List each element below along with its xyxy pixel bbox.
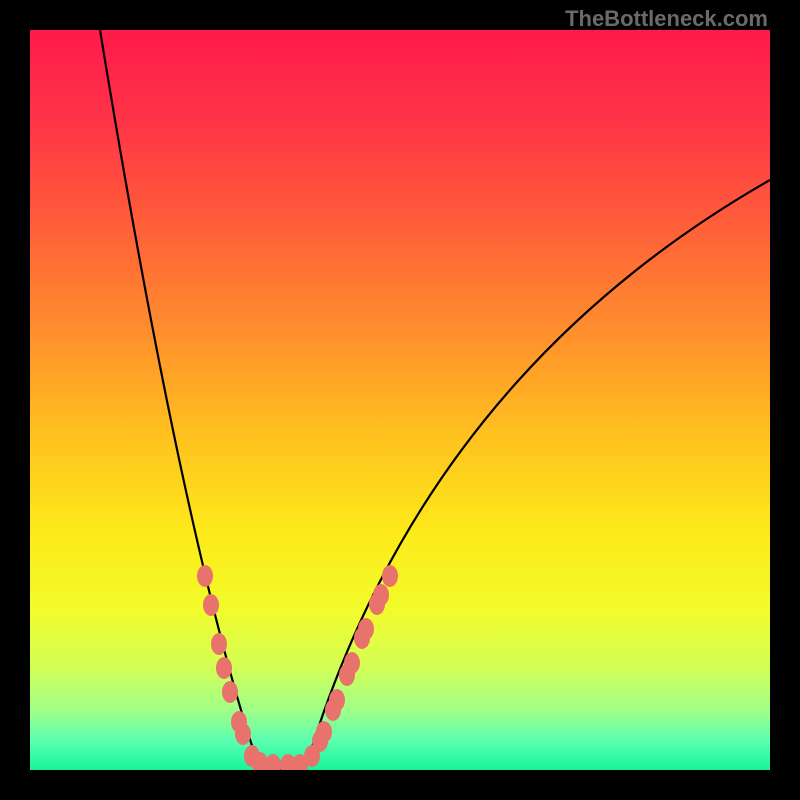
chart-container: TheBottleneck.com	[0, 0, 800, 800]
data-marker	[203, 594, 219, 616]
data-marker	[373, 584, 389, 606]
plot-area	[30, 30, 770, 770]
data-marker	[265, 754, 281, 770]
data-marker	[382, 565, 398, 587]
data-marker	[216, 657, 232, 679]
watermark-label: TheBottleneck.com	[565, 6, 768, 32]
data-marker	[358, 618, 374, 640]
data-marker	[211, 633, 227, 655]
data-marker	[316, 721, 332, 743]
bottleneck-curve	[100, 30, 770, 770]
data-marker	[344, 652, 360, 674]
data-marker	[222, 681, 238, 703]
data-marker	[197, 565, 213, 587]
curve-layer	[30, 30, 770, 770]
data-marker	[235, 723, 251, 745]
data-marker	[329, 689, 345, 711]
